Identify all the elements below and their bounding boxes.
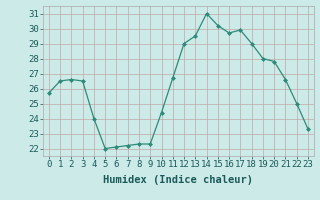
X-axis label: Humidex (Indice chaleur): Humidex (Indice chaleur) <box>103 175 253 185</box>
